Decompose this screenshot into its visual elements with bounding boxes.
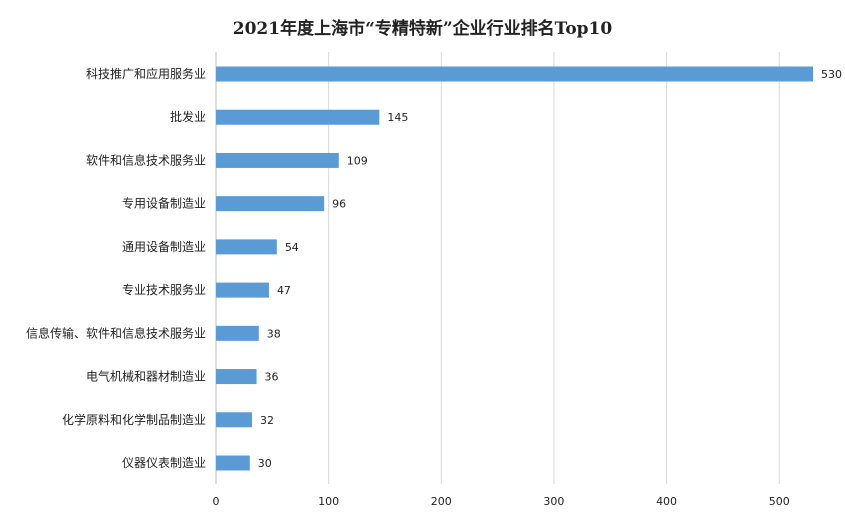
category-label: 批发业: [170, 109, 206, 124]
category-label: 专用设备制造业: [122, 196, 206, 211]
bar: [216, 455, 250, 471]
category-label: 化学原料和化学制品制造业: [62, 412, 206, 427]
category-label: 专业技术服务业: [122, 282, 206, 297]
data-label: 54: [285, 241, 299, 254]
data-label: 96: [332, 198, 346, 211]
bar: [216, 66, 813, 82]
data-label: 109: [347, 154, 368, 167]
x-tick-label: 0: [213, 495, 220, 508]
bar: [216, 369, 257, 385]
bar: [216, 239, 277, 255]
category-label: 信息传输、软件和信息技术服务业: [26, 325, 206, 340]
category-label: 通用设备制造业: [122, 240, 206, 254]
chart-title: 2021年度上海市“专精特新”企业行业排名Top10: [232, 19, 613, 39]
data-label: 32: [260, 414, 274, 427]
category-label: 科技推广和应用服务业: [86, 66, 206, 81]
x-tick-label: 500: [769, 495, 790, 508]
data-label: 38: [267, 327, 281, 340]
category-label: 仪器仪表制造业: [122, 456, 206, 470]
bar: [216, 412, 253, 428]
category-label: 软件和信息技术服务业: [86, 152, 206, 167]
bar: [216, 196, 325, 212]
bar: [216, 152, 339, 168]
data-label: 145: [387, 111, 408, 124]
bar: [216, 325, 259, 341]
category-label: 电气机械和器材制造业: [86, 369, 206, 384]
x-tick-label: 200: [431, 495, 452, 508]
x-tick-label: 400: [656, 495, 677, 508]
bar: [216, 109, 380, 125]
x-tick-label: 100: [318, 495, 339, 508]
data-label: 36: [265, 371, 279, 384]
data-label: 47: [277, 284, 291, 297]
bar: [216, 282, 269, 298]
data-label: 530: [821, 68, 842, 81]
data-label: 30: [258, 457, 272, 470]
x-tick-label: 300: [543, 495, 564, 508]
